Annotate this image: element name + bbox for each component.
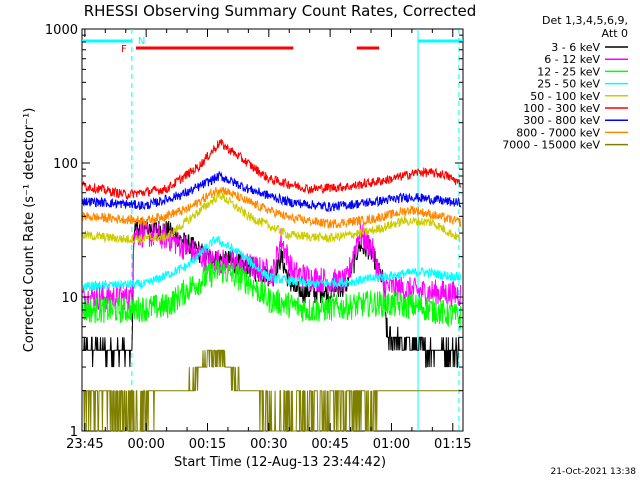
series-line — [82, 349, 461, 432]
series-line — [82, 186, 461, 229]
x-tick-label: 00:30 — [250, 437, 287, 452]
x-tick-label: 00:45 — [311, 437, 348, 452]
legend-entry: 12 - 25 keV — [537, 65, 600, 78]
y-axis: 1 10 100 1000 — [45, 23, 463, 440]
chart-title: RHESSI Observing Summary Count Rates, Co… — [84, 2, 477, 20]
timestamp: 21-Oct-2021 13:38 — [551, 467, 637, 477]
legend-header-line1: Det 1,3,4,5,6,9, — [542, 14, 628, 27]
y-tick-label: 1000 — [45, 23, 78, 38]
legend-entry: 7000 - 15000 keV — [502, 139, 600, 152]
series-line — [82, 170, 461, 213]
series-line — [82, 259, 461, 330]
y-axis-label: Corrected Count Rate (s⁻¹ detector⁻¹) — [22, 108, 37, 353]
legend-entry: 100 - 300 keV — [523, 102, 600, 115]
series-line — [82, 220, 461, 312]
x-axis-label: Start Time (12-Aug-13 23:44:42) — [174, 455, 386, 470]
legend-entry: 300 - 800 keV — [523, 114, 600, 127]
series-line — [82, 138, 461, 201]
legend-entry: 3 - 6 keV — [551, 41, 600, 54]
x-tick-label: 23:45 — [66, 437, 103, 452]
legend-entry: 50 - 100 keV — [530, 90, 600, 103]
series-line — [82, 190, 461, 244]
legend-entry: 25 - 50 keV — [537, 78, 600, 91]
flag-flare-label: F — [121, 44, 127, 55]
y-tick-label: 100 — [53, 157, 78, 172]
legend-header-line2: Att 0 — [602, 27, 628, 40]
legend-entry: 800 - 7000 keV — [516, 126, 600, 139]
x-axis: 23:45 00:00 00:15 00:30 00:45 01:00 01:15 — [66, 29, 472, 452]
legend-entry: 6 - 12 keV — [544, 53, 600, 66]
x-tick-label: 00:15 — [189, 437, 226, 452]
flag-night-label: N — [138, 36, 145, 47]
y-tick-label: 1 — [70, 425, 78, 440]
x-tick-label: 01:00 — [373, 437, 410, 452]
series-layer — [82, 138, 461, 432]
y-tick-label: 10 — [61, 291, 78, 306]
observing-flags: FN — [82, 29, 463, 431]
x-tick-label: 00:00 — [127, 437, 164, 452]
x-tick-label: 01:15 — [434, 437, 471, 452]
series-line — [82, 235, 461, 292]
